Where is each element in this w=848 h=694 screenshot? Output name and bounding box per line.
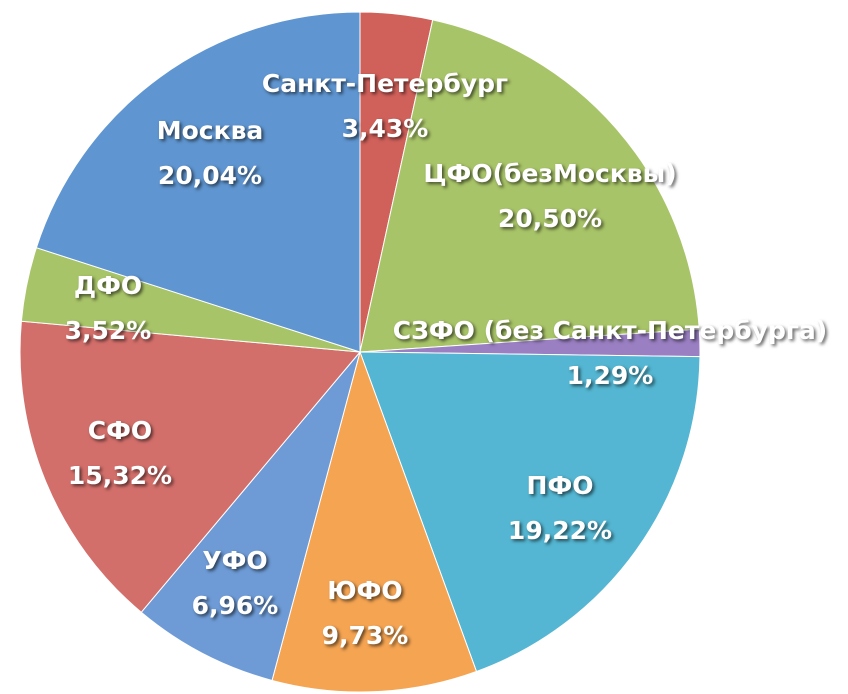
slice-label: Москва <box>157 116 264 145</box>
pie-slice <box>35 11 361 353</box>
pie-slice <box>359 351 701 673</box>
slice-value-label: 6,96% <box>192 591 279 620</box>
slice-label: Санкт-Петербург <box>262 69 508 98</box>
pie-slice <box>19 320 361 613</box>
slice-value-label: 3,43% <box>342 114 429 143</box>
slice-value-label: 19,22% <box>508 516 612 545</box>
slice-label: УФО <box>202 546 267 575</box>
pie-slice <box>140 351 361 682</box>
slice-value-label: 9,73% <box>322 621 409 650</box>
pie-slice <box>271 350 478 693</box>
slice-label: ЦФО(безМосквы) <box>423 159 676 188</box>
slice-label: ПФО <box>527 471 594 500</box>
slice-value-label: 1,29% <box>567 361 654 390</box>
slice-label: ДФО <box>74 271 142 300</box>
slice-label: СФО <box>88 416 152 445</box>
slice-label: СЗФО (без Санкт-Петербурга) <box>393 316 827 345</box>
slice-value-label: 20,50% <box>498 204 602 233</box>
slice-value-label: 15,32% <box>68 461 172 490</box>
slice-value-label: 3,52% <box>65 316 152 345</box>
slice-value-label: 20,04% <box>158 161 262 190</box>
pie-slice <box>359 19 700 353</box>
slice-label: ЮФО <box>327 576 402 605</box>
